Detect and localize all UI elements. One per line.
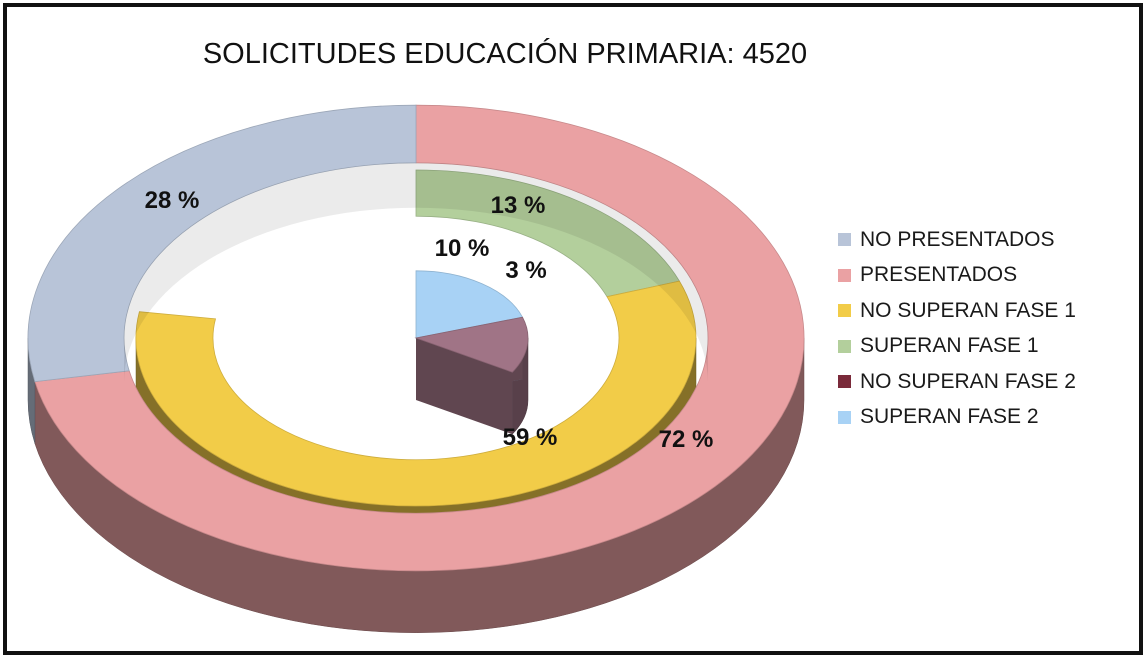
legend-swatch bbox=[838, 268, 851, 282]
slice-presentados bbox=[34, 104, 805, 572]
legend-item: NO SUPERAN FASE 2 bbox=[838, 364, 1076, 400]
legend-label: NO SUPERAN FASE 2 bbox=[860, 369, 1076, 393]
ring-top-faces bbox=[27, 104, 805, 572]
legend-swatch bbox=[838, 233, 851, 247]
legend-item: NO SUPERAN FASE 1 bbox=[838, 293, 1076, 329]
slice-no-superan-fase-2 bbox=[414, 316, 529, 373]
legend-item: SUPERAN FASE 2 bbox=[838, 400, 1076, 436]
legend-item: NO PRESENTADOS bbox=[838, 222, 1076, 258]
label-no-superan-fase-1: 59 % bbox=[503, 424, 558, 451]
label-presentados: 72 % bbox=[659, 426, 714, 453]
legend-swatch bbox=[838, 304, 851, 318]
slice-no-presentados bbox=[27, 104, 417, 383]
legend-label: SUPERAN FASE 1 bbox=[860, 334, 1039, 358]
label-superan-fase-1: 13 % bbox=[491, 192, 546, 219]
label-no-presentados: 28 % bbox=[145, 187, 200, 214]
legend-label: NO SUPERAN FASE 1 bbox=[860, 298, 1076, 322]
legend-label: PRESENTADOS bbox=[860, 263, 1018, 287]
slice-superan-fase-2 bbox=[415, 270, 524, 339]
legend-swatch bbox=[838, 375, 851, 389]
label-superan-fase-2: 10 % bbox=[435, 235, 490, 262]
outer-ring-inner-wall bbox=[124, 162, 708, 383]
legend-swatch bbox=[838, 410, 851, 424]
chart-title: SOLICITUDES EDUCACIÓN PRIMARIA: 4520 bbox=[202, 38, 808, 70]
core-edge-no-superan-fase-2 bbox=[416, 338, 513, 435]
legend-swatch bbox=[838, 339, 851, 353]
legend-item: SUPERAN FASE 1 bbox=[838, 329, 1076, 365]
legend-label: SUPERAN FASE 2 bbox=[860, 405, 1039, 429]
legend-item: PRESENTADOS bbox=[838, 258, 1076, 294]
slice-no-superan-fase-1 bbox=[135, 280, 697, 507]
label-no-superan-fase-2: 3 % bbox=[505, 257, 546, 284]
legend-label: NO PRESENTADOS bbox=[860, 227, 1055, 251]
slice-labels: 72 % 28 % 13 % 59 % 10 % 3 % bbox=[145, 187, 714, 453]
legend: NO PRESENTADOS PRESENTADOS NO SUPERAN FASE… bbox=[838, 222, 1076, 435]
